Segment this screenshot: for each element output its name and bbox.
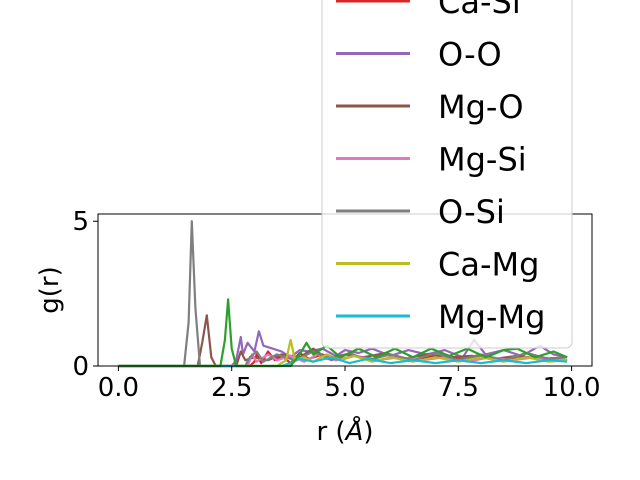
x-axis-label-unit: Å [344,415,364,447]
plot-lines [118,220,568,368]
legend-label-o-o: O-O [438,36,502,74]
y-tick-label: 0 [72,352,89,382]
series-line-mg-mg [118,356,568,368]
y-axis-label: g(r) [35,266,65,313]
legend: Ca-Si O-O Mg-O Mg-Si O-Si Ca-Mg Mg-Mg [321,0,573,349]
axis-ticks: 0.0 2.5 5.0 7.5 10.0 0 5 [72,207,600,403]
x-tick-label: 5.0 [324,373,365,403]
legend-label-ca-si: Ca-Si [438,0,521,21]
x-axis-label-close: ) [363,417,373,447]
y-tick-label: 5 [72,207,89,237]
legend-label-mg-o: Mg-O [438,88,524,126]
legend-box [321,0,573,349]
x-axis-label-text: r ( [316,417,345,447]
series-line-unlabeled-7 [118,298,568,368]
x-axis-label: r (Å) [316,415,373,447]
legend-label-o-si: O-Si [438,193,505,231]
x-tick-label: 0.0 [98,373,139,403]
legend-label-mg-si: Mg-Si [438,141,527,179]
legend-label-mg-mg: Mg-Mg [438,298,545,336]
x-tick-label: 10.0 [543,373,601,403]
x-tick-label: 7.5 [438,373,479,403]
x-tick-label: 2.5 [211,373,252,403]
series-line-mg-o [118,314,568,368]
legend-label-ca-mg: Ca-Mg [438,246,539,284]
